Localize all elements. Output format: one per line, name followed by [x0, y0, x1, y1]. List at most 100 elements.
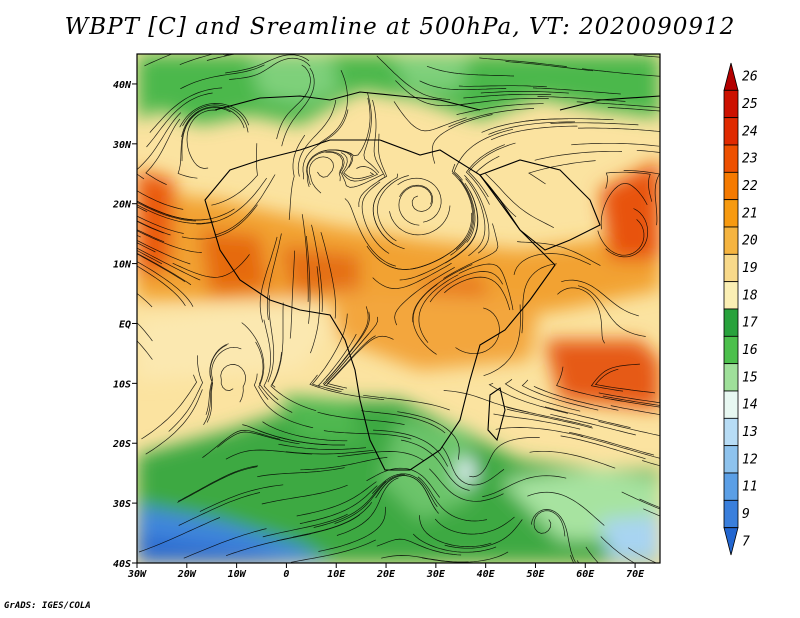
colorbar-swatch — [723, 417, 739, 447]
streamline — [479, 57, 567, 67]
streamline — [363, 92, 380, 174]
streamline — [495, 427, 583, 437]
streamline — [527, 491, 605, 526]
streamline — [464, 175, 490, 254]
streamline — [480, 91, 569, 94]
streamline — [137, 230, 202, 253]
streamline — [413, 212, 473, 269]
streamline — [419, 515, 492, 547]
lat-tick-label: 20S — [112, 439, 131, 450]
streamline — [331, 97, 371, 157]
streamline — [488, 121, 576, 135]
lat-tick-label: 30S — [112, 499, 131, 510]
streamline — [361, 181, 390, 254]
streamline — [412, 284, 438, 355]
streamline — [340, 152, 379, 182]
colorbar-label: 23 — [742, 152, 758, 167]
lat-tick-label: 10S — [113, 379, 131, 390]
streamline — [306, 149, 354, 188]
streamline — [180, 64, 265, 90]
streamline — [177, 466, 258, 503]
streamline — [443, 223, 499, 279]
streamline — [505, 61, 594, 72]
streamline — [605, 171, 653, 202]
streamline — [181, 107, 231, 162]
streamline — [309, 374, 385, 401]
streamline — [137, 112, 182, 180]
map-plot: 40N 30N 20N 10N EQ 10S 20S 30S 40S 30W 20W 10W 0 10E… — [112, 53, 758, 580]
colorbar-swatch — [723, 281, 739, 310]
streamline — [137, 229, 165, 243]
streamline — [288, 134, 306, 220]
streamline — [137, 253, 186, 282]
lon-tick-label: 0 — [283, 569, 289, 580]
streamline — [317, 333, 357, 393]
lat-tick-label: 10N — [113, 260, 132, 271]
streamline — [451, 172, 474, 250]
colorbar-swatch — [723, 499, 739, 529]
streamline — [144, 54, 173, 67]
streamline — [177, 465, 259, 502]
streamline — [253, 373, 314, 429]
streamline — [377, 175, 409, 242]
streamline — [482, 475, 567, 497]
colorbar-label: 18 — [742, 288, 758, 303]
streamline — [334, 474, 405, 524]
streamline — [481, 118, 568, 133]
colorbar-label: 24 — [742, 124, 758, 139]
streamline — [137, 201, 196, 222]
streamline — [556, 366, 623, 402]
streamline — [305, 235, 311, 324]
streamline — [361, 410, 446, 434]
streamline — [513, 253, 591, 275]
colorbar-label: 7 — [742, 534, 750, 549]
streamline — [325, 151, 384, 188]
colorbar-label: 15 — [742, 370, 758, 385]
streamline — [220, 364, 246, 403]
streamline — [137, 252, 192, 286]
streamline — [372, 99, 386, 182]
streamline — [217, 431, 300, 448]
streamline — [395, 80, 476, 107]
streamlines — [137, 54, 660, 563]
streamline — [276, 64, 311, 140]
lon-tick-label: 70E — [626, 569, 645, 580]
colorbar-label: 20 — [742, 234, 758, 249]
streamline — [311, 313, 348, 387]
streamline — [389, 205, 451, 236]
streamline — [376, 55, 451, 100]
streamline — [429, 468, 504, 502]
streamline — [262, 421, 348, 442]
colorbar-swatch — [723, 308, 739, 337]
streamline — [582, 68, 660, 77]
colorbar-label: 21 — [742, 206, 758, 221]
streamline — [561, 279, 639, 317]
streamline — [313, 481, 387, 528]
colorbar-label: 13 — [742, 425, 758, 440]
colorbar-swatch — [723, 527, 739, 556]
streamline — [316, 70, 348, 146]
streamline — [444, 519, 523, 549]
streamline — [465, 144, 505, 205]
colorbar-swatch — [723, 89, 739, 119]
streamline — [202, 429, 281, 458]
streamline — [590, 363, 640, 392]
streamline — [576, 560, 580, 563]
colorbar-swatch — [723, 363, 739, 392]
streamline — [337, 451, 424, 461]
colorbar-swatch — [723, 199, 739, 228]
streamline — [317, 411, 405, 426]
colorbar-label: 16 — [742, 343, 758, 358]
lon-tick-label: 30E — [426, 569, 446, 580]
streamline — [517, 241, 601, 266]
streamline — [560, 435, 646, 460]
streamline — [137, 261, 194, 307]
streamline — [225, 449, 313, 460]
lon-tick-label: 10W — [228, 569, 247, 580]
streamline — [137, 220, 171, 236]
credit-text: GrADS: IGES/COLA — [4, 601, 91, 611]
streamline — [488, 382, 568, 414]
streamline — [376, 538, 462, 556]
colorbar-swatch — [723, 472, 739, 501]
streamline — [137, 204, 214, 224]
